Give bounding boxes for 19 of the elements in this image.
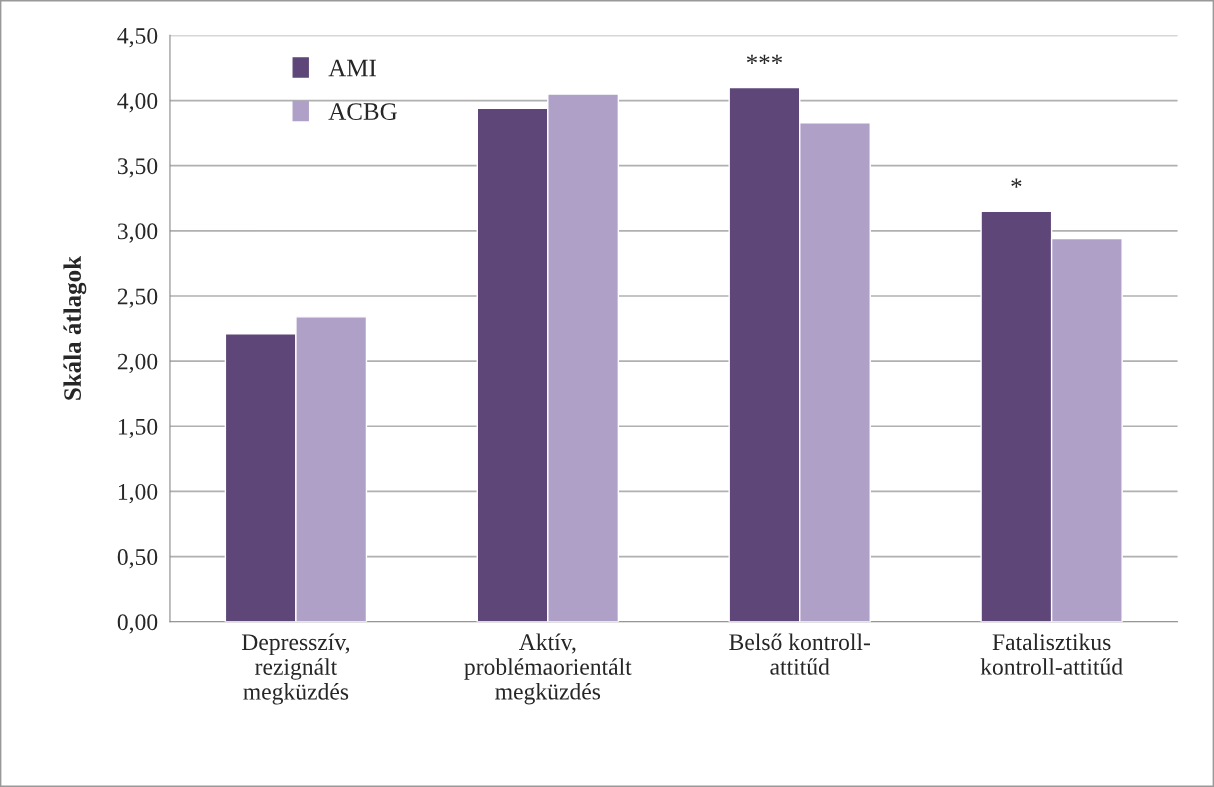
y-tick-label: 4,00 <box>117 93 158 113</box>
x-tick-label: Depresszív, rezignált megküzdés <box>241 633 350 705</box>
y-axis-title: Skála átlagok <box>63 256 87 400</box>
legend-label: ACBG <box>328 103 397 120</box>
y-tick-label: 1,00 <box>118 483 158 504</box>
legend-label: AMI <box>328 59 376 77</box>
y-tick-label: 3,00 <box>117 223 158 243</box>
y-tick-label: 2,00 <box>117 353 158 373</box>
y-tick-label: 0,50 <box>117 549 158 569</box>
y-tick-label: 3,50 <box>117 158 158 178</box>
annotation: *** <box>746 54 783 64</box>
y-tick-label: 0,00 <box>117 614 158 634</box>
x-tick-label: Belső kontroll- attitűd <box>729 633 871 675</box>
y-tick-label: 4,50 <box>117 27 158 48</box>
x-tick-label: Fatalisztikus kontroll-attitűd <box>980 633 1123 675</box>
y-tick-label: 1,50 <box>118 418 158 439</box>
y-tick-label: 2,50 <box>117 288 158 308</box>
annotation: * <box>1011 178 1022 188</box>
x-tick-label: Aktív, problémaorientált megküzdés <box>464 633 632 705</box>
